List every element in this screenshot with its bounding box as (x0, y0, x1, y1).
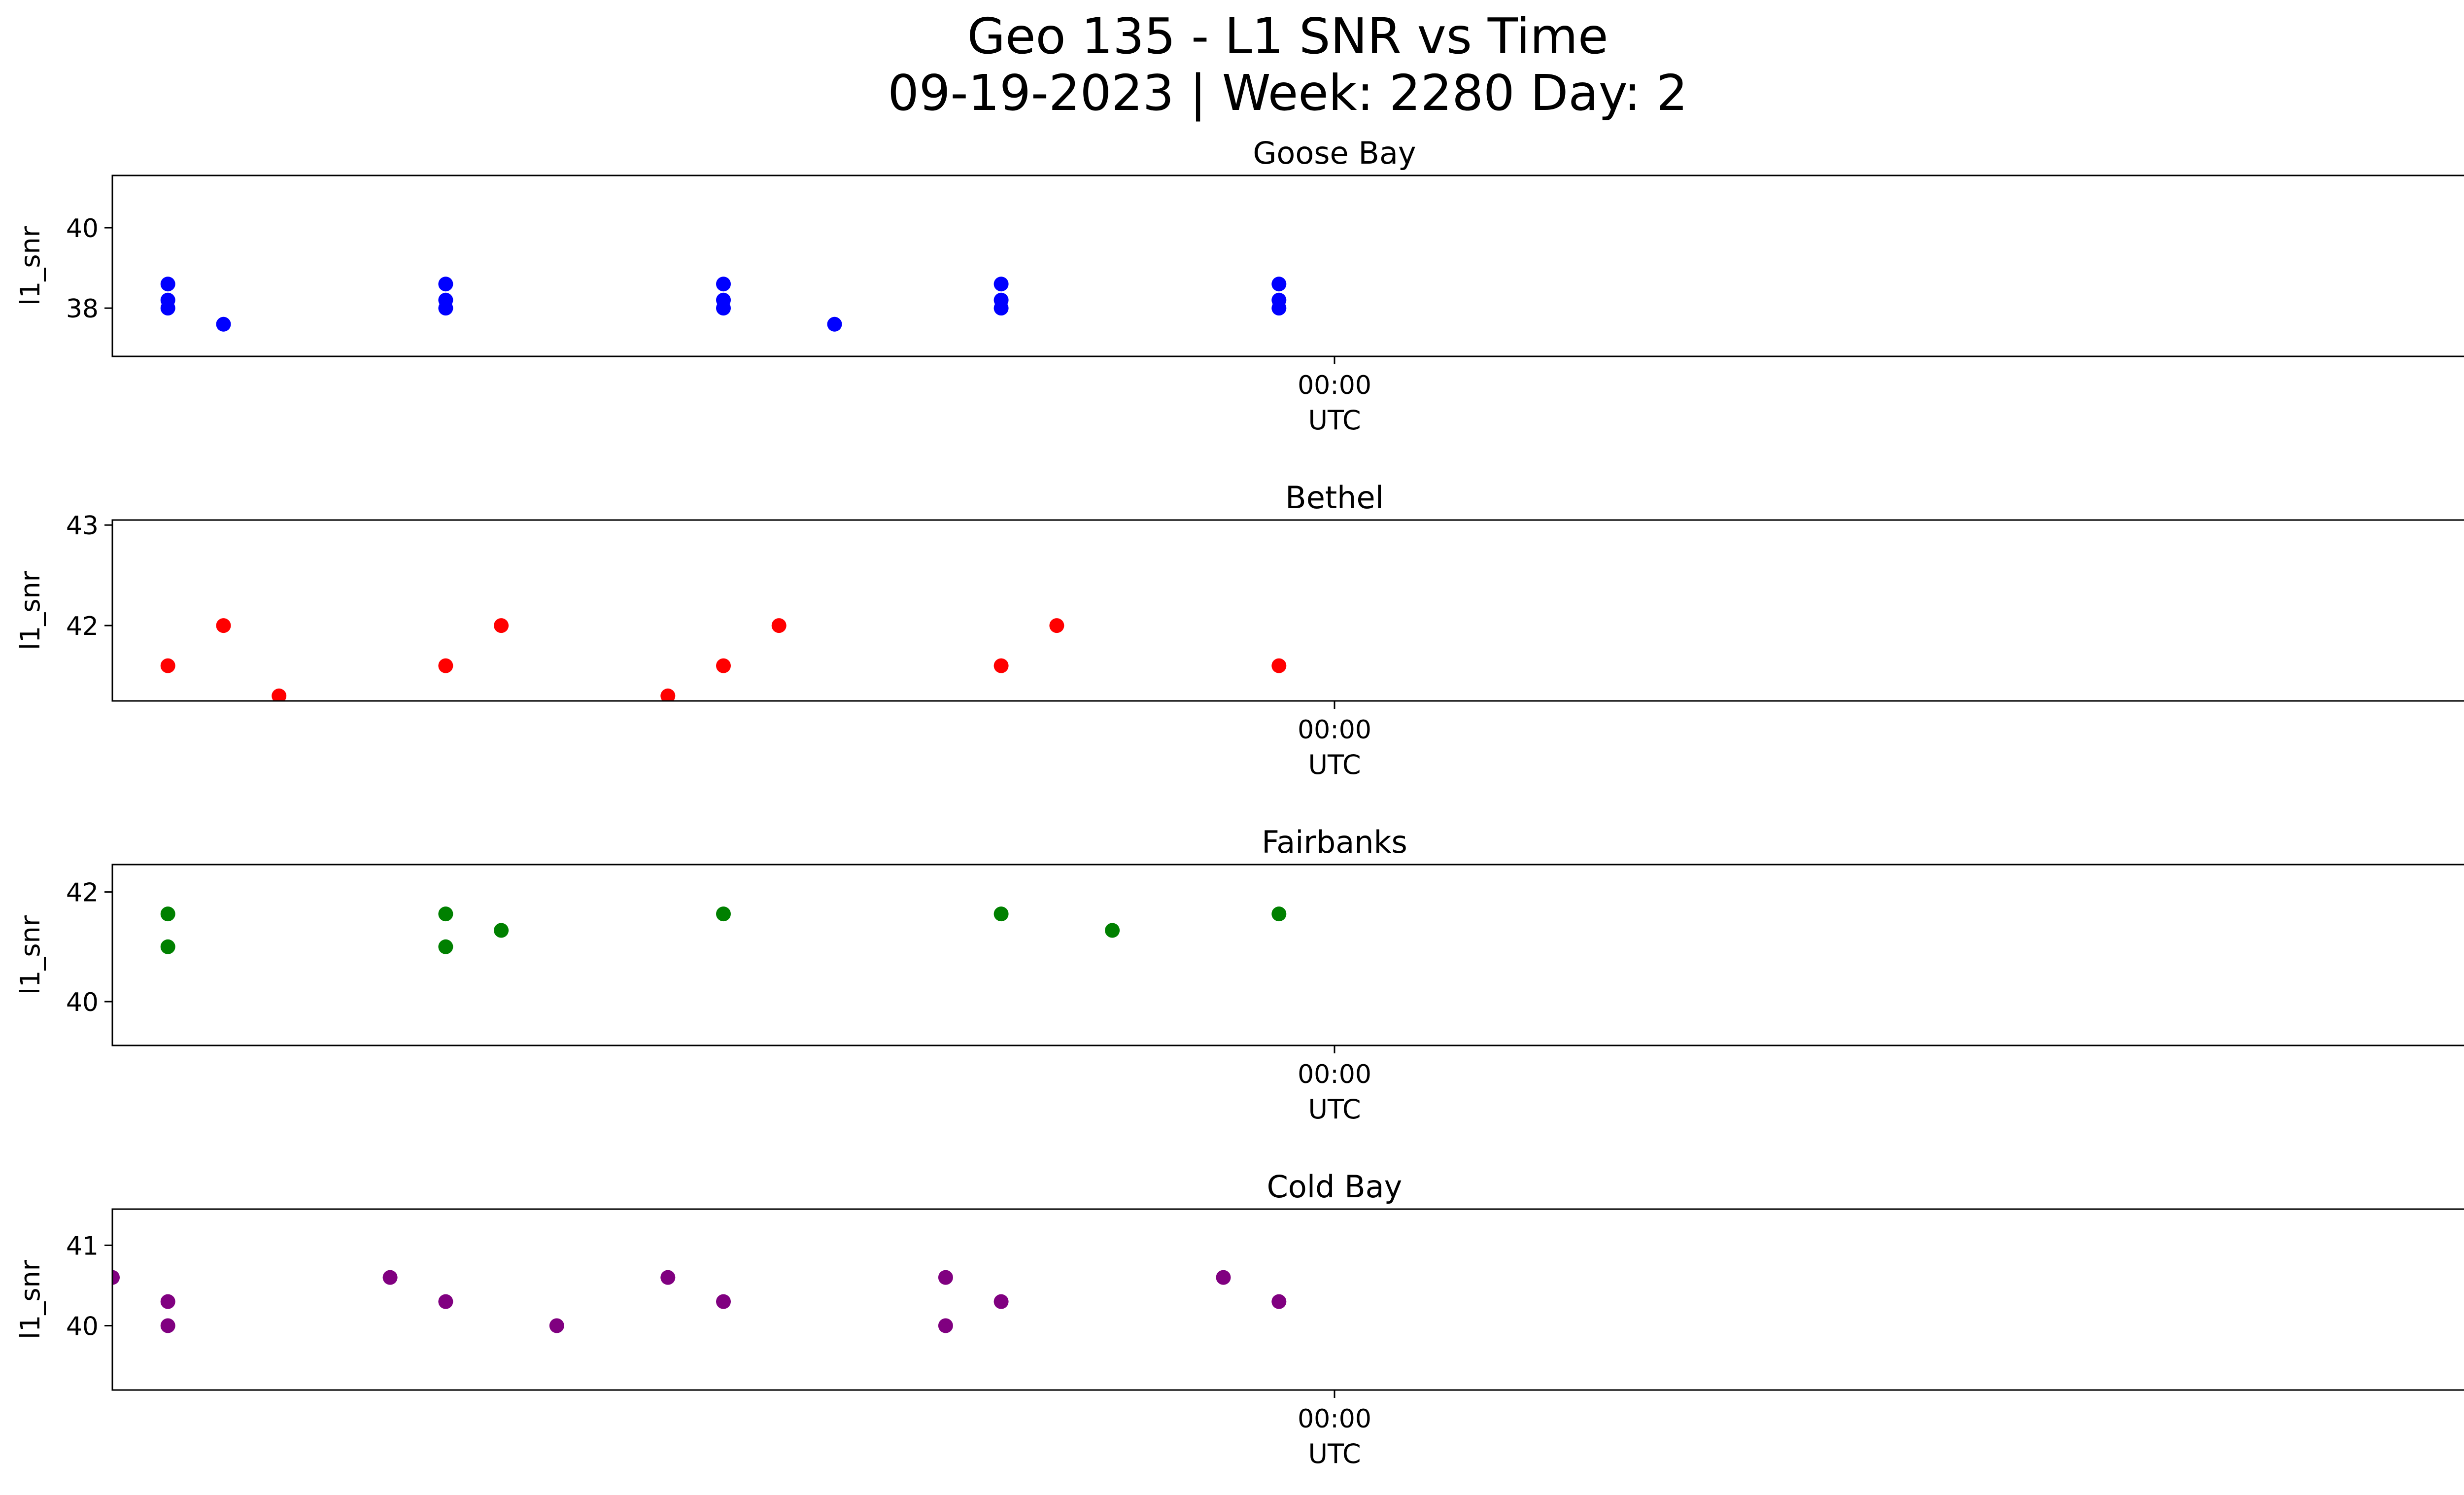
axes-frame-bethel (112, 520, 2464, 701)
data-point (494, 618, 509, 633)
x-axis-label-fairbanks: UTC (1308, 1094, 1361, 1125)
x-axis-label-cold-bay: UTC (1308, 1438, 1361, 1469)
subplot-bethel: Bethel00:0003:0006:0009:0012:0015:0018:0… (0, 480, 2464, 780)
data-point (1271, 301, 1286, 315)
data-point (938, 1270, 953, 1285)
data-points-goose-bay (0, 180, 1286, 356)
data-point (994, 1294, 1009, 1309)
subplot-title-goose-bay: Goose Bay (1253, 135, 1416, 171)
data-point (438, 659, 453, 673)
data-point (660, 1270, 675, 1285)
y-axis-label-cold-bay: l1_snr (15, 1259, 46, 1339)
data-point (994, 659, 1009, 673)
data-point (1049, 618, 1064, 633)
subplot-title-bethel: Bethel (1285, 480, 1384, 516)
data-point (938, 1319, 953, 1333)
x-axis-label-goose-bay: UTC (1308, 405, 1361, 436)
data-point (994, 277, 1009, 291)
axes-frame-cold-bay (112, 1209, 2464, 1390)
data-point (716, 277, 731, 291)
data-points-fairbanks (0, 868, 1286, 1047)
y-axis-label-fairbanks: l1_snr (15, 915, 46, 995)
data-point (438, 939, 453, 954)
data-point (161, 301, 175, 315)
subplot-title-fairbanks: Fairbanks (1262, 824, 1407, 860)
data-point (161, 277, 175, 291)
subplot-goose-bay: Goose Bay00:0003:0006:0009:0012:0015:001… (0, 135, 2464, 436)
data-point (994, 906, 1009, 921)
x-tick-label: 00:00 (1298, 715, 1371, 745)
data-point (161, 906, 175, 921)
y-axis-label-goose-bay: l1_snr (15, 226, 46, 306)
x-tick-label: 00:00 (1298, 1060, 1371, 1089)
data-point (161, 659, 175, 673)
data-point (1216, 1270, 1231, 1285)
axes-frame-fairbanks (112, 865, 2464, 1045)
chart-title-line2: 09-19-2023 | Week: 2280 Day: 2 (888, 64, 1687, 122)
data-point (716, 659, 731, 673)
data-point (1271, 906, 1286, 921)
y-tick-label: 40 (66, 988, 99, 1017)
chart-title-line1: Geo 135 - L1 SNR vs Time (967, 7, 1608, 65)
data-point (1271, 277, 1286, 291)
data-point (549, 1319, 564, 1333)
data-point (161, 939, 175, 954)
data-point (772, 618, 787, 633)
y-tick-label: 38 (66, 294, 99, 324)
data-points-bethel (0, 518, 1286, 703)
data-point (216, 618, 231, 633)
data-point (1105, 923, 1120, 938)
data-point (161, 1294, 175, 1309)
y-tick-label: 42 (66, 612, 99, 641)
data-point (438, 1294, 453, 1309)
data-point (994, 301, 1009, 315)
data-point (216, 317, 231, 332)
data-point (161, 1319, 175, 1333)
data-points-cold-bay (0, 1214, 1286, 1390)
subplot-fairbanks: Fairbanks00:0003:0006:0009:0012:0015:001… (0, 824, 2464, 1125)
y-tick-label: 40 (66, 1312, 99, 1342)
y-tick-label: 40 (66, 214, 99, 243)
x-axis-label-bethel: UTC (1308, 749, 1361, 780)
y-axis-label-bethel: l1_snr (15, 570, 46, 650)
subplot-title-cold-bay: Cold Bay (1267, 1169, 1403, 1205)
data-point (383, 1270, 398, 1285)
data-point (827, 317, 842, 332)
data-point (716, 301, 731, 315)
subplot-cold-bay: Cold Bay00:0003:0006:0009:0012:0015:0018… (0, 1169, 2464, 1469)
data-point (1271, 659, 1286, 673)
y-tick-label: 41 (66, 1231, 99, 1261)
data-point (438, 906, 453, 921)
axes-frame-goose-bay (112, 175, 2464, 356)
x-tick-label: 00:00 (1298, 1404, 1371, 1434)
data-point (494, 923, 509, 938)
data-point (438, 301, 453, 315)
data-point (716, 1294, 731, 1309)
x-tick-label: 00:00 (1298, 371, 1371, 400)
data-point (438, 277, 453, 291)
y-tick-label: 42 (66, 878, 99, 908)
data-point (716, 906, 731, 921)
y-tick-label: 43 (66, 511, 99, 541)
data-point (1271, 1294, 1286, 1309)
